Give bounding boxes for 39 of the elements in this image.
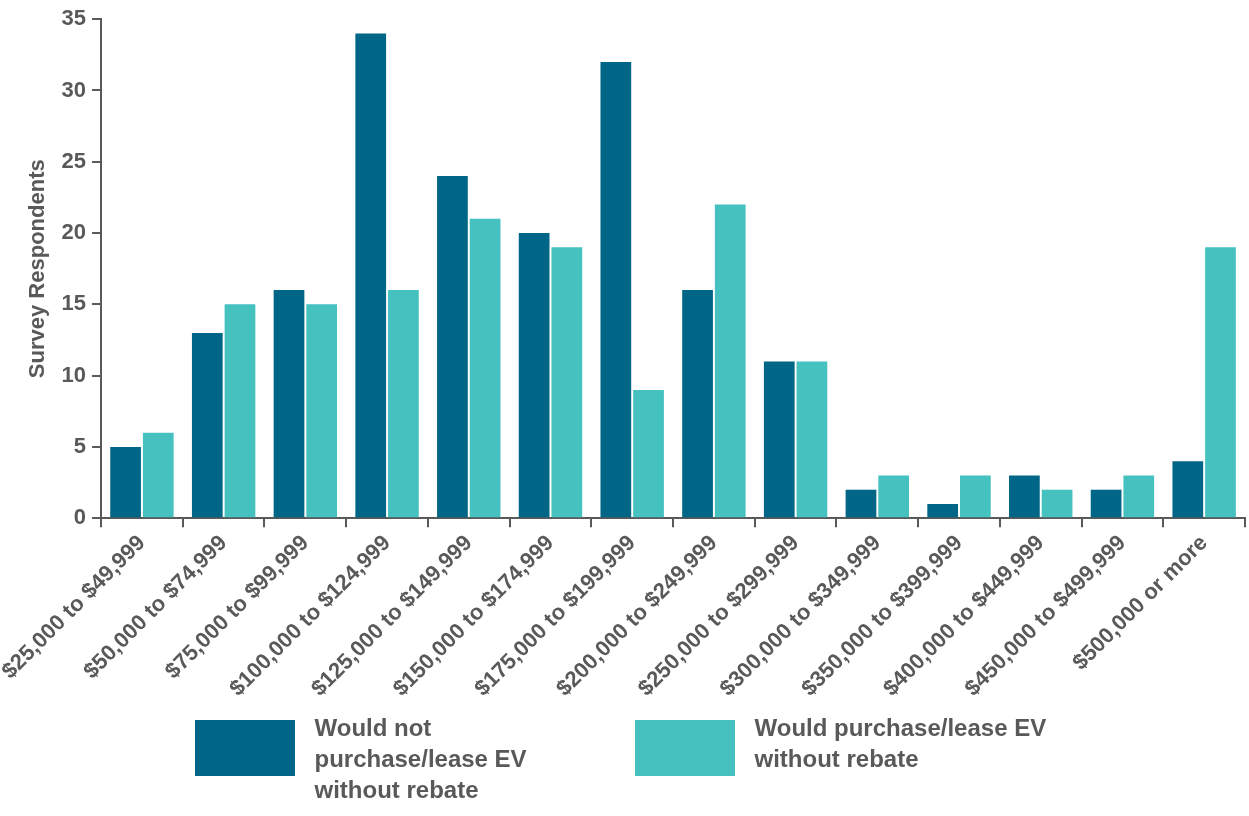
bar [845, 489, 877, 518]
y-tick-label: 10 [61, 361, 87, 387]
bar [1090, 489, 1122, 518]
bar [224, 304, 256, 518]
y-tick-label: 35 [61, 5, 87, 31]
bar [1172, 461, 1204, 518]
y-tick-label: 25 [61, 147, 87, 173]
bar [110, 446, 141, 518]
legend-label: Would purchase/lease EV without rebate [754, 713, 1048, 774]
bar [1205, 247, 1236, 518]
bar [1041, 489, 1073, 518]
bar [355, 33, 387, 518]
y-tick-label: 0 [73, 504, 87, 530]
y-tick-label: 5 [73, 433, 87, 459]
bar [1009, 475, 1040, 518]
bar [960, 475, 991, 518]
bar [191, 332, 223, 518]
y-tick-label: 15 [61, 290, 87, 316]
bar [437, 176, 468, 518]
bar [600, 61, 632, 518]
bar [518, 233, 550, 518]
bar [714, 204, 746, 518]
bar [551, 247, 583, 518]
bar [1123, 475, 1155, 518]
bar [273, 290, 305, 518]
bar [878, 475, 910, 518]
legend-label: Would not purchase/lease EV without rebate [314, 713, 528, 805]
bar [796, 361, 828, 518]
y-axis-title: Survey Respondents [24, 159, 50, 379]
y-tick-label: 30 [61, 76, 87, 102]
bar [633, 389, 664, 518]
y-tick-label: 20 [61, 219, 87, 245]
bar [388, 290, 419, 518]
bar [927, 503, 959, 518]
bar [682, 290, 713, 518]
bar [306, 304, 338, 518]
bar [763, 361, 795, 518]
bar [142, 432, 174, 518]
bar [469, 218, 501, 518]
